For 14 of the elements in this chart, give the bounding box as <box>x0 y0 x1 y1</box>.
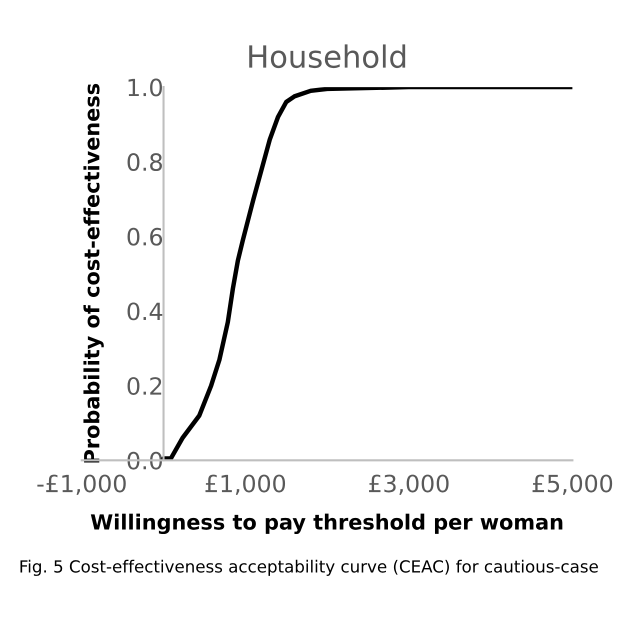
y-tick-label: 0.2 <box>128 377 162 395</box>
line-series <box>161 87 572 460</box>
x-tick-label: £5,000 <box>532 474 612 495</box>
caption: Fig. 5 Cost-effectiveness acceptability curve (CEAC) for cautious-case <box>20 560 598 576</box>
x-tick-label: £1,000 <box>205 474 286 495</box>
x-tick-label: -£1,000 <box>37 474 126 495</box>
y-tick-label: 0.6 <box>128 228 162 246</box>
chart-title: Household <box>249 44 406 68</box>
y-axis-title: Probability of cost-effectiveness <box>83 84 104 463</box>
y-tick-label: 1.0 <box>128 78 162 96</box>
x-axis-title: Willingness to pay threshold per woman <box>90 514 562 534</box>
y-tick-label: 0.4 <box>128 302 162 320</box>
x-tick-label: £3,000 <box>369 474 449 495</box>
y-tick-label: 0.8 <box>128 153 162 172</box>
